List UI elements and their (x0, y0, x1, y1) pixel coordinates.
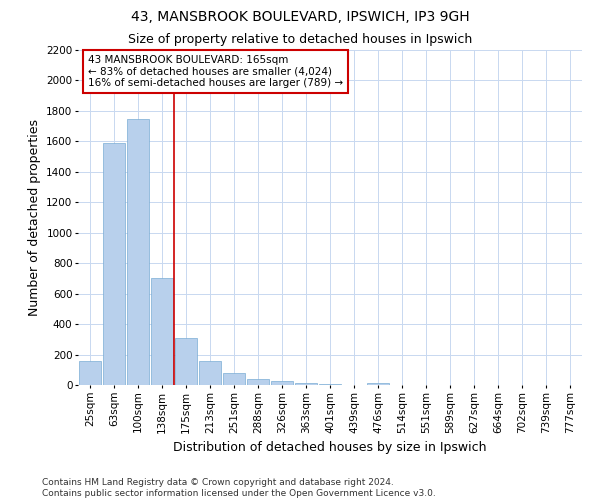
Bar (247, 378, 269, 385)
Bar (319, 384, 341, 385)
Bar (199, 362, 221, 385)
X-axis label: Distribution of detached houses by size in Ipswich: Distribution of detached houses by size … (173, 441, 487, 454)
Bar (271, 381, 293, 385)
Text: 43, MANSBROOK BOULEVARD, IPSWICH, IP3 9GH: 43, MANSBROOK BOULEVARD, IPSWICH, IP3 9G… (131, 10, 469, 24)
Y-axis label: Number of detached properties: Number of detached properties (28, 119, 41, 316)
Text: 43 MANSBROOK BOULEVARD: 165sqm
← 83% of detached houses are smaller (4,024)
16% : 43 MANSBROOK BOULEVARD: 165sqm ← 83% of … (88, 55, 343, 88)
Bar (79, 360, 101, 385)
Bar (367, 382, 389, 385)
Text: Contains HM Land Registry data © Crown copyright and database right 2024.
Contai: Contains HM Land Registry data © Crown c… (42, 478, 436, 498)
Bar (295, 382, 317, 385)
Bar (223, 373, 245, 385)
Bar (151, 278, 173, 385)
Bar (103, 143, 125, 385)
Text: Size of property relative to detached houses in Ipswich: Size of property relative to detached ho… (128, 32, 472, 46)
Bar (127, 118, 149, 385)
Bar (175, 338, 197, 385)
